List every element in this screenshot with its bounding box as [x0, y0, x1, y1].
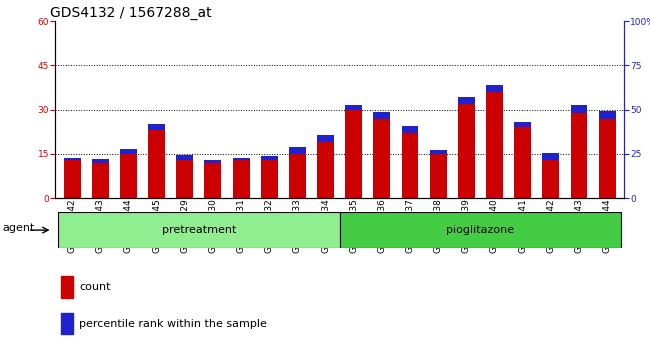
- Bar: [289, 154, 306, 198]
- Bar: [373, 112, 390, 119]
- Bar: [120, 154, 137, 198]
- Bar: [571, 105, 588, 113]
- Bar: [542, 160, 559, 198]
- Bar: [458, 104, 474, 198]
- Bar: [148, 125, 165, 130]
- Bar: [61, 276, 73, 298]
- Bar: [430, 149, 447, 154]
- Bar: [233, 158, 250, 160]
- Bar: [486, 92, 503, 198]
- Bar: [289, 147, 306, 154]
- Bar: [373, 119, 390, 198]
- Bar: [430, 154, 447, 198]
- Bar: [599, 119, 616, 198]
- Text: percentile rank within the sample: percentile rank within the sample: [79, 319, 267, 329]
- Bar: [233, 160, 250, 198]
- Bar: [458, 97, 474, 104]
- Bar: [339, 212, 621, 248]
- Bar: [205, 163, 222, 198]
- Bar: [317, 142, 334, 198]
- Bar: [514, 122, 531, 127]
- Bar: [120, 149, 137, 154]
- Bar: [92, 163, 109, 198]
- Bar: [176, 155, 193, 160]
- Text: agent: agent: [3, 223, 35, 233]
- Bar: [571, 113, 588, 198]
- Text: GDS4132 / 1567288_at: GDS4132 / 1567288_at: [49, 6, 211, 20]
- Bar: [486, 85, 503, 92]
- Text: pretreatment: pretreatment: [162, 225, 236, 235]
- Bar: [599, 111, 616, 119]
- Bar: [317, 135, 334, 142]
- Bar: [92, 159, 109, 163]
- Bar: [261, 160, 278, 198]
- Text: count: count: [79, 282, 110, 292]
- Bar: [61, 313, 73, 334]
- Bar: [64, 158, 81, 160]
- Text: pioglitazone: pioglitazone: [447, 225, 514, 235]
- Bar: [58, 212, 339, 248]
- Bar: [64, 160, 81, 198]
- Bar: [542, 153, 559, 160]
- Bar: [345, 105, 362, 110]
- Bar: [176, 160, 193, 198]
- Bar: [261, 156, 278, 160]
- Bar: [514, 127, 531, 198]
- Bar: [205, 160, 222, 163]
- Bar: [345, 110, 362, 198]
- Bar: [402, 133, 419, 198]
- Bar: [148, 130, 165, 198]
- Bar: [402, 126, 419, 133]
